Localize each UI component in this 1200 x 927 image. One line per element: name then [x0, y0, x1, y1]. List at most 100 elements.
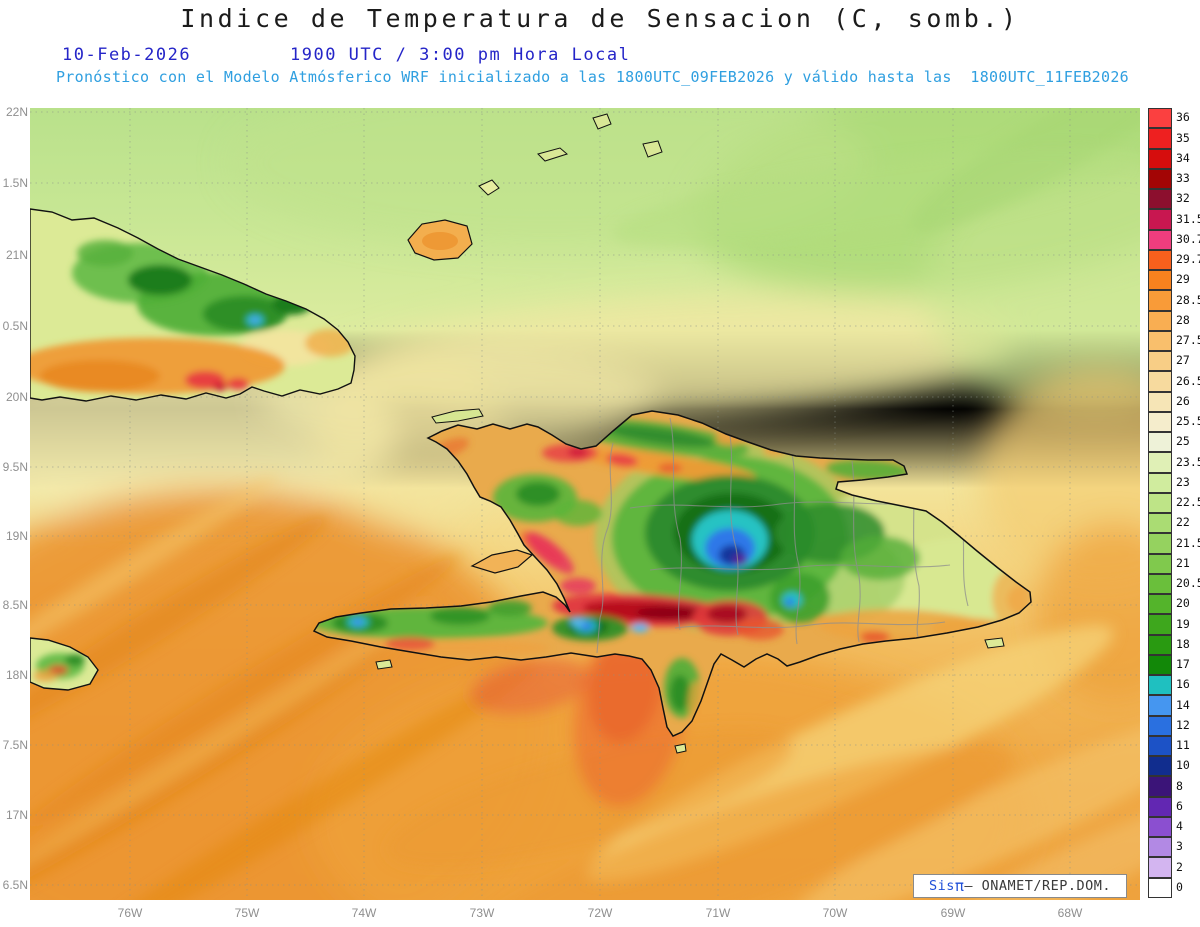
watermark-org: – ONAMET/REP.DOM.: [964, 878, 1112, 894]
legend-entry: 21: [1148, 553, 1200, 574]
lon-axis-label: 74W: [351, 906, 377, 920]
lon-axis-label: 71W: [705, 906, 731, 920]
legend-swatch: [1148, 351, 1172, 372]
legend-value: 23.5: [1176, 454, 1200, 469]
lat-axis-label: 8.5N: [2, 598, 28, 612]
legend-value: 26: [1176, 393, 1190, 408]
legend-entry: 20.5: [1148, 573, 1200, 594]
legend-entry: 25.5: [1148, 411, 1200, 432]
legend-value: 8: [1176, 778, 1183, 793]
model-info-line: Pronóstico con el Modelo Atmósferico WRF…: [55, 68, 1130, 86]
legend-value: 31.5: [1176, 211, 1200, 226]
legend-swatch: [1148, 513, 1172, 534]
legend-entry: 36: [1148, 108, 1200, 129]
lat-axis-label: 17N: [5, 808, 28, 822]
legend-value: 30.7: [1176, 231, 1200, 246]
legend-entry: 2: [1148, 857, 1200, 878]
legend-entry: 25: [1148, 432, 1200, 453]
legend-entry: 16: [1148, 675, 1200, 696]
legend-swatch: [1148, 594, 1172, 615]
legend-entry: 11: [1148, 735, 1200, 756]
lat-axis-label: 19N: [5, 529, 28, 543]
lon-axis-label: 76W: [117, 906, 143, 920]
legend-value: 14: [1176, 697, 1190, 712]
watermark: Sis π – ONAMET/REP.DOM.: [913, 874, 1127, 898]
legend-value: 27.5: [1176, 333, 1200, 348]
legend-entry: 31.5: [1148, 209, 1200, 230]
legend-swatch: [1148, 411, 1172, 432]
legend-entry: 26: [1148, 391, 1200, 412]
legend-swatch: [1148, 796, 1172, 817]
legend-entry: 22.5: [1148, 492, 1200, 513]
legend-entry: 27.5: [1148, 330, 1200, 351]
map-area: [0, 52, 1200, 927]
forecast-map-graphic: [0, 52, 1200, 927]
legend-entry: 20: [1148, 594, 1200, 615]
legend-entry: 8: [1148, 776, 1200, 797]
legend-entry: 6: [1148, 796, 1200, 817]
legend-value: 21: [1176, 555, 1190, 570]
legend-value: 28.5: [1176, 292, 1200, 307]
watermark-sis: Sis: [928, 878, 955, 894]
legend-value: 16: [1176, 677, 1190, 692]
legend-entry: 33: [1148, 168, 1200, 189]
legend-value: 11: [1176, 738, 1190, 753]
legend-swatch: [1148, 553, 1172, 574]
legend-swatch: [1148, 877, 1172, 898]
legend-entry: 35: [1148, 128, 1200, 149]
legend-entry: 18: [1148, 634, 1200, 655]
legend-swatch: [1148, 614, 1172, 635]
legend-swatch: [1148, 654, 1172, 675]
lon-axis-label: 75W: [234, 906, 260, 920]
legend-value: 21.5: [1176, 535, 1200, 550]
legend-swatch: [1148, 715, 1172, 736]
legend-value: 23: [1176, 474, 1190, 489]
legend-value: 25.5: [1176, 414, 1200, 429]
legend-entry: 4: [1148, 816, 1200, 837]
legend-entry: 17: [1148, 654, 1200, 675]
lon-axis-label: 72W: [587, 906, 613, 920]
legend-entry: 34: [1148, 148, 1200, 169]
legend-value: 6: [1176, 798, 1183, 813]
legend-swatch: [1148, 452, 1172, 473]
legend-entry: 26.5: [1148, 371, 1200, 392]
legend-swatch: [1148, 209, 1172, 230]
lat-axis-label: 9.5N: [2, 460, 28, 474]
pi-symbol: π: [954, 877, 965, 895]
legend-swatch: [1148, 249, 1172, 270]
legend-swatch: [1148, 695, 1172, 716]
legend-entry: 19: [1148, 614, 1200, 635]
legend-swatch: [1148, 371, 1172, 392]
legend-value: 32: [1176, 191, 1190, 206]
legend-entry: 30.7: [1148, 229, 1200, 250]
legend-swatch: [1148, 330, 1172, 351]
forecast-time: 1900 UTC / 3:00 pm Hora Local: [290, 45, 631, 65]
legend-swatch: [1148, 310, 1172, 331]
legend-swatch: [1148, 756, 1172, 777]
lon-axis-label: 68W: [1057, 906, 1083, 920]
lat-axis-label: 18N: [5, 668, 28, 682]
lat-axis-label: 7.5N: [2, 738, 28, 752]
legend-swatch: [1148, 816, 1172, 837]
legend-swatch: [1148, 189, 1172, 210]
legend-entry: 3: [1148, 837, 1200, 858]
lat-axis-label: 0.5N: [2, 319, 28, 333]
legend-swatch: [1148, 128, 1172, 149]
legend-swatch: [1148, 472, 1172, 493]
legend-swatch: [1148, 776, 1172, 797]
legend-value: 4: [1176, 819, 1183, 834]
legend-entry: 14: [1148, 695, 1200, 716]
legend-entry: 22: [1148, 513, 1200, 534]
legend-entry: 27: [1148, 351, 1200, 372]
legend-value: 29.7: [1176, 252, 1200, 267]
legend-entry: 29.7: [1148, 249, 1200, 270]
legend-swatch: [1148, 857, 1172, 878]
lat-axis-label: 20N: [5, 390, 28, 404]
legend: 363534333231.530.729.72928.52827.52726.5…: [1148, 108, 1200, 898]
legend-swatch: [1148, 573, 1172, 594]
legend-swatch: [1148, 168, 1172, 189]
legend-swatch: [1148, 675, 1172, 696]
legend-value: 36: [1176, 110, 1190, 125]
legend-value: 35: [1176, 130, 1190, 145]
